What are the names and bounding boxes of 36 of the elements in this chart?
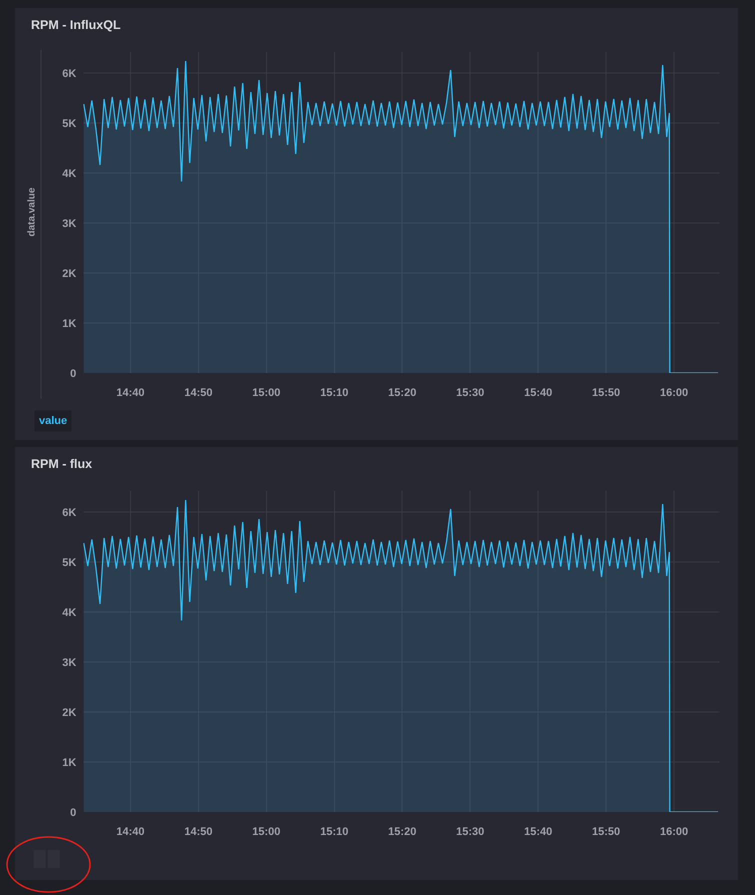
x-tick-label: 15:10 bbox=[320, 826, 348, 838]
y-tick-label: 1K bbox=[62, 318, 76, 330]
y-tick-label: 0 bbox=[70, 806, 76, 819]
x-tick-label: 15:20 bbox=[388, 387, 416, 399]
y-axis-title: data.value bbox=[26, 187, 38, 236]
chart-title: RPM - flux bbox=[31, 457, 92, 471]
y-tick-label: 5K bbox=[62, 556, 76, 569]
text: value bbox=[39, 415, 68, 427]
x-tick-label: 15:00 bbox=[252, 826, 280, 838]
x-tick-label: 15:40 bbox=[524, 387, 552, 399]
y-tick-label: 1K bbox=[62, 756, 76, 769]
y-tick-label: 3K bbox=[62, 656, 76, 669]
x-tick-label: 16:00 bbox=[660, 826, 688, 838]
y-tick-label: 2K bbox=[62, 706, 76, 719]
x-tick-label: 15:30 bbox=[456, 826, 484, 838]
y-tick-label: 6K bbox=[62, 68, 76, 80]
x-tick-label: 14:50 bbox=[184, 387, 212, 399]
y-tick-label: 2K bbox=[62, 268, 76, 280]
x-tick-label: 14:40 bbox=[116, 826, 145, 838]
x-tick-label: 15:50 bbox=[592, 387, 620, 399]
x-tick-label: 15:10 bbox=[320, 387, 348, 399]
x-tick-label: 14:40 bbox=[116, 387, 145, 399]
y-tick-label: 5K bbox=[62, 118, 76, 130]
x-tick-label: 16:00 bbox=[660, 387, 688, 399]
y-tick-label: 0 bbox=[70, 368, 76, 380]
x-tick-label: 15:20 bbox=[388, 826, 416, 838]
x-tick-label: 15:50 bbox=[592, 826, 620, 838]
x-tick-label: 15:00 bbox=[252, 387, 280, 399]
y-tick-label: 4K bbox=[62, 606, 76, 619]
y-tick-label: 3K bbox=[62, 218, 76, 230]
y-tick-label: 4K bbox=[62, 168, 76, 180]
x-tick-label: 15:30 bbox=[456, 387, 484, 399]
chart-title: RPM - InfluxQL bbox=[31, 18, 121, 32]
y-tick-label: 6K bbox=[62, 506, 76, 519]
x-tick-label: 14:50 bbox=[184, 826, 212, 838]
x-tick-label: 15:40 bbox=[524, 826, 552, 838]
